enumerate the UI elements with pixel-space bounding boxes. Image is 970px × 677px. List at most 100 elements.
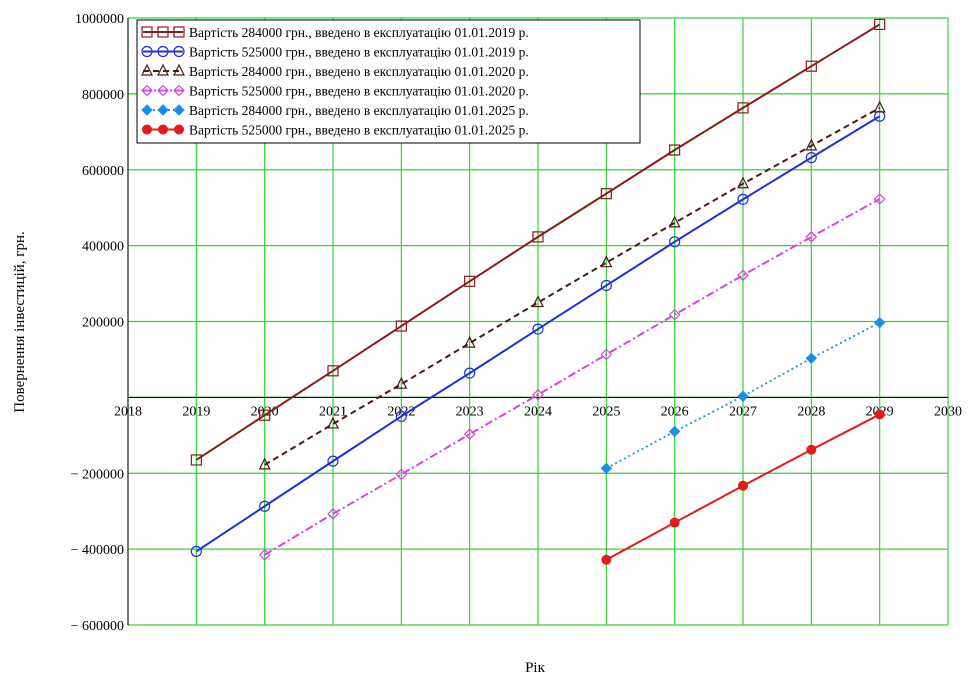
series-4 xyxy=(258,193,886,561)
data-point xyxy=(874,409,885,420)
x-tick-label: 2026 xyxy=(661,404,689,419)
data-point xyxy=(806,444,817,455)
y-tick-label: 600000 xyxy=(82,164,124,179)
series-line xyxy=(264,198,881,556)
x-tick-label: 2023 xyxy=(456,404,484,419)
series-3 xyxy=(258,100,886,470)
data-point xyxy=(258,457,271,470)
data-point xyxy=(600,348,613,361)
data-point xyxy=(395,468,408,481)
data-point xyxy=(258,548,271,561)
x-tick-label: 2030 xyxy=(934,404,962,419)
y-tick-label: 400000 xyxy=(82,240,124,255)
series-5 xyxy=(600,316,886,475)
series-line xyxy=(195,115,881,553)
series-2 xyxy=(190,110,886,558)
legend-entry: Вартість 525000 грн., введено в експлуат… xyxy=(142,123,529,138)
data-point xyxy=(805,352,818,365)
data-point xyxy=(157,45,169,58)
y-tick-label: 200000 xyxy=(82,316,124,331)
series-layer xyxy=(190,18,886,565)
series-line xyxy=(605,321,881,470)
legend-entry: Вартість 525000 грн., введено в експлуат… xyxy=(141,45,529,60)
data-point xyxy=(805,152,817,164)
data-point xyxy=(141,84,153,97)
data-point xyxy=(601,554,612,565)
data-point xyxy=(532,231,544,243)
legend-label: Вартість 284000 грн., введено в експлуат… xyxy=(189,64,529,79)
y-tick-label: − 400000 xyxy=(71,543,124,558)
x-tick-label: 2019 xyxy=(182,404,210,419)
y-tick-labels: − 600000 − 400000 − 200000 200000 400000 6000… xyxy=(71,12,124,634)
legend-entry: Вартість 525000 грн., введено в експлуат… xyxy=(141,84,529,99)
legend-label: Вартість 525000 грн., введено в експлуат… xyxy=(189,84,529,99)
data-point xyxy=(668,215,681,228)
data-point xyxy=(173,84,185,97)
data-point xyxy=(157,26,169,38)
legend-entry: Вартість 284000 грн., введено в експлуат… xyxy=(141,103,529,118)
data-point xyxy=(600,279,612,292)
x-tick-label: 2027 xyxy=(729,404,757,419)
data-point xyxy=(532,295,544,308)
x-tick-label: 2021 xyxy=(319,404,347,419)
data-point xyxy=(532,323,544,335)
x-tick-label: 2018 xyxy=(114,404,142,419)
data-point xyxy=(668,308,681,321)
data-point xyxy=(737,269,749,282)
data-point xyxy=(190,454,202,466)
y-tick-label: − 600000 xyxy=(71,619,124,634)
data-point xyxy=(158,124,168,135)
data-point xyxy=(141,26,153,38)
data-point xyxy=(395,320,407,332)
data-point xyxy=(142,124,152,135)
data-point xyxy=(600,462,613,475)
data-point xyxy=(737,193,749,205)
series-line xyxy=(195,23,881,461)
data-point xyxy=(327,416,339,429)
legend-entry: Вартість 284000 грн., введено в експлуат… xyxy=(141,25,529,40)
data-point xyxy=(157,104,169,116)
data-point xyxy=(873,100,886,113)
x-axis-label: Рік xyxy=(525,660,546,676)
data-point xyxy=(141,104,153,116)
data-point xyxy=(873,193,886,205)
data-point xyxy=(190,545,202,558)
series-6 xyxy=(601,409,885,565)
data-point xyxy=(874,18,886,31)
data-point xyxy=(173,104,185,116)
data-point xyxy=(174,124,184,135)
data-point xyxy=(141,45,153,58)
data-point xyxy=(259,500,271,512)
data-point xyxy=(141,63,153,76)
data-point xyxy=(669,236,681,248)
data-point xyxy=(805,231,818,243)
y-tick-label: 800000 xyxy=(82,88,124,103)
legend: Вартість 284000 грн., введено в експлуат… xyxy=(136,19,641,144)
x-tick-label: 2028 xyxy=(797,404,825,419)
legend-label: Вартість 284000 грн., введено в експлуат… xyxy=(189,103,529,118)
data-point xyxy=(737,390,749,402)
data-point xyxy=(532,388,544,401)
legend-label: Вартість 284000 грн., введено в експлуат… xyxy=(189,25,529,40)
data-point xyxy=(873,316,886,329)
data-point xyxy=(738,480,748,491)
data-point xyxy=(173,63,185,76)
data-point xyxy=(327,365,339,377)
x-tick-labels: 2018 2019 2020 2021 2022 2023 2024 2025 2026 2027… xyxy=(114,404,962,419)
y-tick-label: − 200000 xyxy=(71,467,124,482)
data-point xyxy=(157,63,169,76)
x-tick-label: 2024 xyxy=(524,404,552,419)
legend-entry: Вартість 284000 грн., введено в експлуат… xyxy=(141,63,529,79)
y-axis-label: Повернення інвестицій, грн. xyxy=(12,231,28,413)
data-point xyxy=(157,84,169,97)
legend-label: Вартість 525000 грн., введено в експлуат… xyxy=(189,45,529,60)
data-point xyxy=(173,26,185,38)
x-tick-label: 2025 xyxy=(592,404,620,419)
data-point xyxy=(259,409,271,421)
data-point xyxy=(805,60,817,72)
legend-label: Вартість 525000 грн., введено в експлуат… xyxy=(189,123,529,138)
data-point xyxy=(464,275,476,287)
axes xyxy=(127,18,948,625)
data-point xyxy=(463,335,476,348)
